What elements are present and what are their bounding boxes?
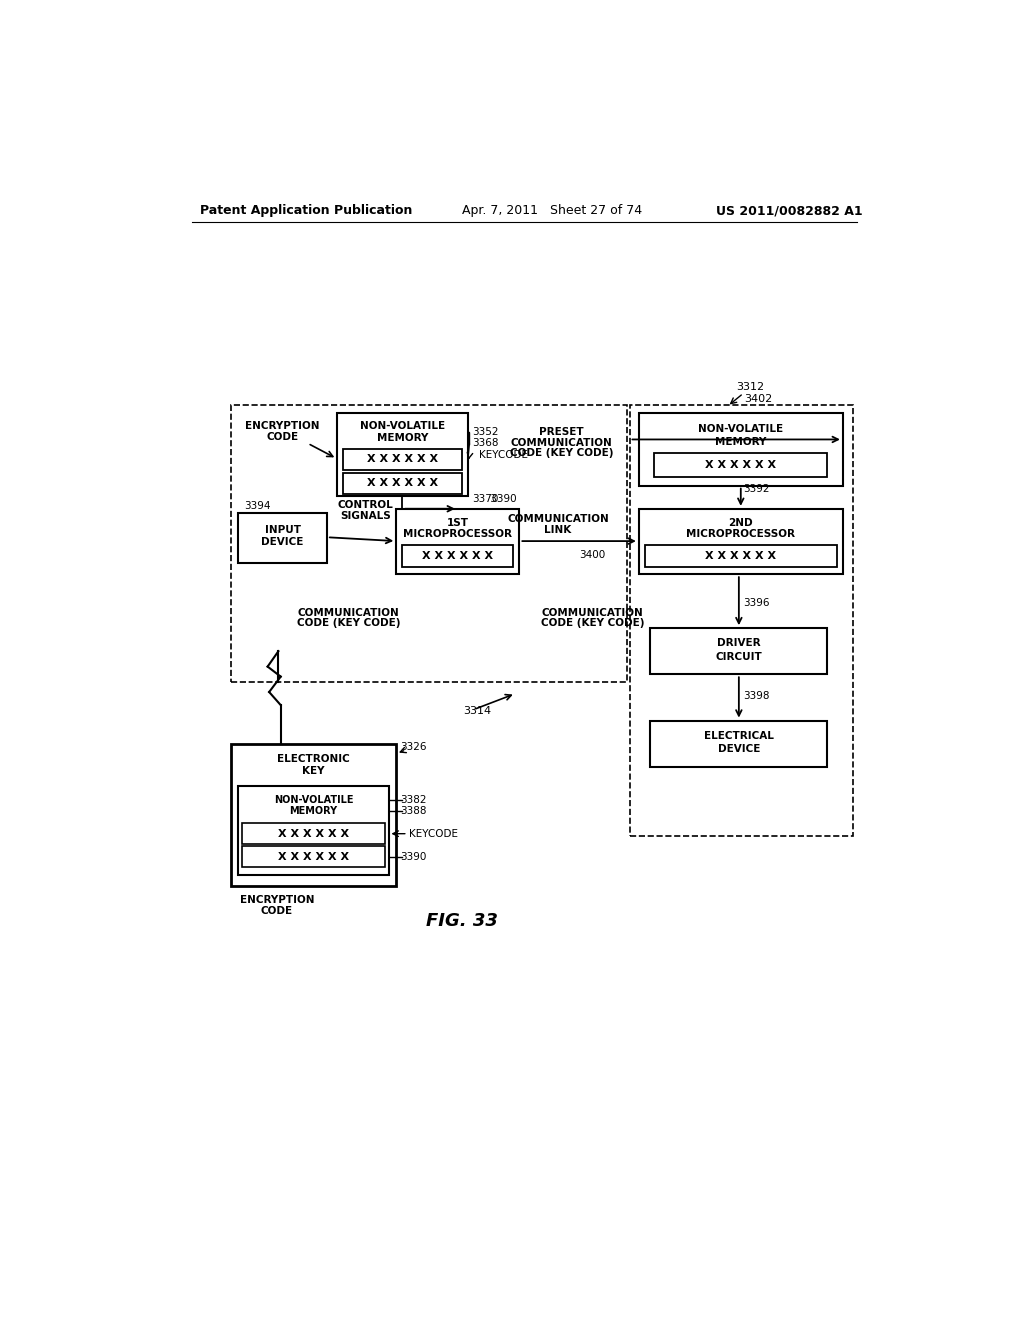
Bar — [650, 721, 827, 767]
Text: 3394: 3394 — [245, 502, 271, 511]
Text: NON-VOLATILE: NON-VOLATILE — [698, 425, 783, 434]
Text: KEY: KEY — [302, 767, 325, 776]
Text: 3398: 3398 — [742, 690, 769, 701]
Text: DRIVER: DRIVER — [717, 639, 761, 648]
Text: 3388: 3388 — [400, 807, 427, 816]
Text: X X X X X X: X X X X X X — [367, 454, 438, 465]
Bar — [230, 743, 396, 886]
Text: ENCRYPTION: ENCRYPTION — [245, 421, 319, 432]
Text: CODE: CODE — [261, 906, 293, 916]
Text: DEVICE: DEVICE — [261, 537, 304, 546]
Text: 3326: 3326 — [400, 742, 427, 752]
Bar — [402, 545, 513, 566]
Text: MICROPROCESSOR: MICROPROCESSOR — [686, 529, 796, 539]
Text: 3382: 3382 — [400, 795, 427, 805]
Text: 3400: 3400 — [579, 550, 605, 560]
Bar — [396, 508, 519, 574]
Text: ELECTRICAL: ELECTRICAL — [703, 731, 774, 741]
Text: 3402: 3402 — [744, 393, 772, 404]
Text: 1ST: 1ST — [446, 517, 469, 528]
Text: KEYCODE: KEYCODE — [479, 450, 528, 459]
Bar — [343, 473, 462, 494]
Text: SIGNALS: SIGNALS — [340, 511, 391, 520]
Text: CODE (KEY CODE): CODE (KEY CODE) — [297, 619, 400, 628]
Bar — [239, 785, 388, 875]
Text: 3396: 3396 — [742, 598, 769, 609]
Bar — [630, 405, 853, 836]
Text: PRESET: PRESET — [540, 426, 584, 437]
Text: DEVICE: DEVICE — [718, 744, 760, 754]
Text: Apr. 7, 2011   Sheet 27 of 74: Apr. 7, 2011 Sheet 27 of 74 — [462, 205, 642, 218]
Text: 3390: 3390 — [487, 494, 517, 504]
Text: X X X X X X: X X X X X X — [278, 851, 349, 862]
Text: CODE (KEY CODE): CODE (KEY CODE) — [510, 449, 613, 458]
Text: 3392: 3392 — [742, 484, 769, 495]
Bar — [243, 822, 385, 843]
Text: CIRCUIT: CIRCUIT — [716, 652, 762, 661]
Text: 3390: 3390 — [400, 851, 426, 862]
Bar — [650, 628, 827, 675]
Text: MICROPROCESSOR: MICROPROCESSOR — [403, 529, 512, 539]
Bar — [654, 453, 827, 478]
Bar — [639, 508, 843, 574]
Text: X X X X X X: X X X X X X — [706, 459, 776, 470]
Text: 2ND: 2ND — [728, 517, 753, 528]
Text: X X X X X X: X X X X X X — [367, 478, 438, 488]
Text: X X X X X X: X X X X X X — [422, 550, 494, 561]
Text: COMMUNICATION: COMMUNICATION — [298, 607, 399, 618]
Text: KEYCODE: KEYCODE — [410, 829, 459, 838]
Text: US 2011/0082882 A1: US 2011/0082882 A1 — [716, 205, 862, 218]
Text: MEMORY: MEMORY — [377, 433, 428, 444]
Text: 3368: 3368 — [472, 438, 498, 449]
Text: COMMUNICATION: COMMUNICATION — [511, 437, 612, 447]
Bar — [639, 413, 843, 486]
Text: INPUT: INPUT — [264, 524, 301, 535]
Text: MEMORY: MEMORY — [715, 437, 767, 446]
Text: CODE (KEY CODE): CODE (KEY CODE) — [541, 619, 644, 628]
Text: 3314: 3314 — [463, 706, 492, 717]
Text: MEMORY: MEMORY — [290, 807, 338, 816]
Text: ELECTRONIC: ELECTRONIC — [278, 754, 350, 764]
Bar — [239, 512, 327, 562]
Text: LINK: LINK — [545, 524, 571, 535]
Bar — [230, 405, 628, 682]
Bar — [337, 413, 468, 496]
Text: COMMUNICATION: COMMUNICATION — [542, 607, 643, 618]
Bar — [343, 449, 462, 470]
Text: CONTROL: CONTROL — [338, 500, 393, 510]
Text: COMMUNICATION: COMMUNICATION — [507, 513, 609, 524]
Text: 3370: 3370 — [472, 494, 498, 504]
Text: 3352: 3352 — [472, 426, 498, 437]
Bar — [243, 846, 385, 867]
Text: X X X X X X: X X X X X X — [706, 550, 776, 561]
Text: Patent Application Publication: Patent Application Publication — [200, 205, 413, 218]
Text: ENCRYPTION: ENCRYPTION — [240, 895, 314, 906]
Text: NON-VOLATILE: NON-VOLATILE — [273, 795, 353, 805]
Bar — [645, 545, 837, 566]
Text: X X X X X X: X X X X X X — [278, 829, 349, 838]
Text: 3312: 3312 — [736, 381, 764, 392]
Text: CODE: CODE — [266, 432, 298, 442]
Text: NON-VOLATILE: NON-VOLATILE — [359, 421, 445, 432]
Text: FIG. 33: FIG. 33 — [426, 912, 498, 929]
